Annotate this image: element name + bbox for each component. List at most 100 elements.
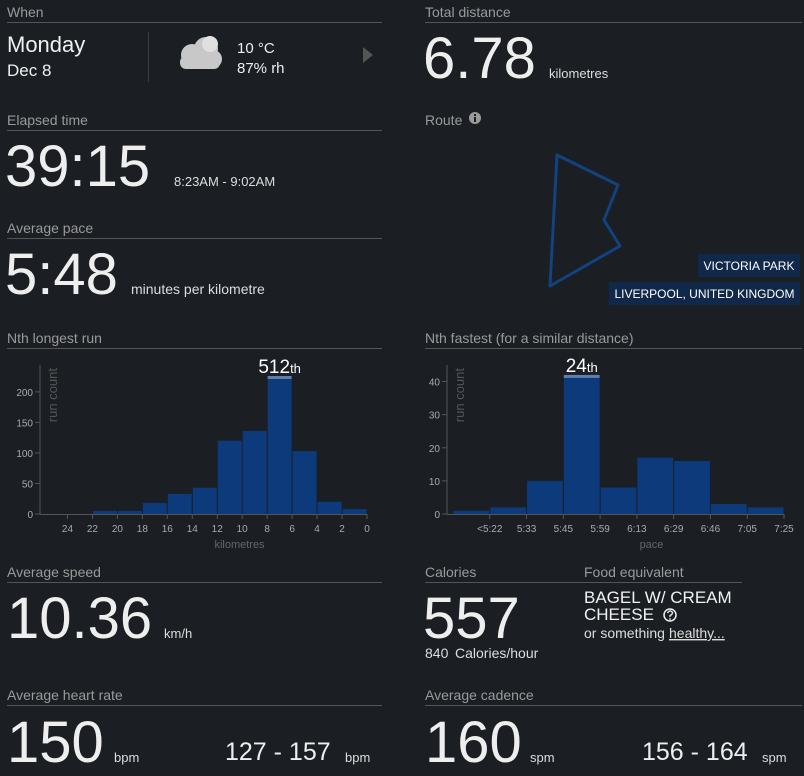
x-tick-label: 0 [364,524,370,535]
rank-number: 24 [566,356,588,377]
y-axis-label: run count [45,368,60,423]
date: Dec 8 [7,61,51,80]
section-label: Average speed [7,564,101,580]
x-tick-label: 5:45 [554,524,574,535]
tag-bg [609,282,800,305]
calories-rate: 840 [425,645,449,661]
bar [267,375,292,514]
x-tick-label: 7:05 [737,524,757,535]
x-tick-label: 22 [87,524,99,535]
bar [242,430,267,514]
location-tag: LIVERPOOL, UNITED KINGDOM [614,287,794,301]
route-path [548,153,622,288]
day: Monday [7,32,85,57]
x-tick-label: 24 [62,524,74,535]
x-tick-label: 20 [112,524,124,535]
section-label: Total distance [425,4,511,20]
x-tick-label: 6:13 [627,524,647,535]
x-tick-label: <5:22 [477,524,503,535]
x-tick-label: 5:59 [590,524,610,535]
y-tick-label: 0 [27,510,33,521]
y-tick-label: 150 [16,418,33,429]
calories-value: 557 [423,586,520,651]
cloud-icon [180,36,222,69]
x-tick-label: 16 [162,524,174,535]
distance-unit: kilometres [549,66,609,81]
x-tick-label: 8 [264,524,270,535]
bar [490,507,527,514]
distance-value: 6.78 [423,26,536,91]
cadence-unit: spm [530,750,555,765]
y-tick-label: 200 [16,388,33,399]
section-label: Elapsed time [7,112,88,128]
bar [292,451,317,514]
pace-value: 5:48 [5,242,118,307]
rank-suffix: th [587,360,598,375]
chart-title: Nth fastest (for a similar distance) [425,330,634,346]
bar-highlight [563,374,600,378]
next-arrow[interactable] [363,47,373,63]
x-tick-label: 4 [314,524,320,535]
humidity: 87% rh [237,60,285,77]
y-tick-label: 100 [16,449,33,460]
section-label: When [7,4,44,20]
bar [142,503,167,514]
bar [192,487,217,514]
y-axis-label: run count [452,368,467,423]
speed-unit: km/h [164,626,192,641]
y-tick-label: 30 [429,411,441,422]
heart-value: 150 [7,710,104,775]
bar [747,507,784,514]
bar [92,510,117,514]
bar [527,480,563,514]
calories-rate-unit: Calories/hour [455,645,539,661]
x-tick-label: 6:46 [701,524,721,535]
x-axis-label: pace [640,539,664,551]
section-label: Food equivalent [584,564,684,580]
cadence-range: 156 - 164 [642,738,748,766]
x-tick-label: 5:33 [517,524,537,535]
x-tick-label: 12 [212,524,224,535]
bar [637,457,674,514]
y-tick-label: 10 [429,477,441,488]
food-name: BAGEL W/ CREAM CHEESE [584,588,732,624]
x-tick-label: 14 [187,524,199,535]
info-icon[interactable] [469,112,481,124]
bar [453,510,490,514]
temperature: 10 °C [237,40,275,57]
food-note: or something [584,625,665,641]
time-range: 8:23AM - 9:02AM [174,174,275,189]
rank-number: 512 [258,357,290,378]
y-tick-label: 20 [429,444,441,455]
x-tick-label: 10 [237,524,249,535]
cadence-value: 160 [425,710,522,775]
rank-label: 24th [566,356,598,377]
heart-range: 127 - 157 [225,738,331,766]
bar [674,461,710,514]
x-axis-label: kilometres [214,539,265,551]
bar [563,374,600,514]
section-label: Average cadence [425,687,534,703]
cadence-range-unit: spm [762,750,787,765]
park-tag: VICTORIA PARK [704,259,795,273]
chart-title: Nth longest run [7,330,102,346]
elapsed-value: 39:15 [5,134,150,199]
y-tick-label: 0 [434,510,440,521]
x-tick-label: 6:29 [664,524,684,535]
healthy-link[interactable]: healthy... [669,625,725,641]
x-tick-label: 18 [137,524,149,535]
help-icon[interactable] [663,608,677,622]
bar [317,501,342,514]
rank-suffix: th [290,361,301,376]
bar [117,510,142,514]
rank-label: 512th [258,357,301,378]
bar-highlight [267,375,292,379]
bar [600,487,637,514]
section-label: Average heart rate [7,687,123,703]
heart-unit: bpm [114,750,139,765]
section-label: Calories [425,564,476,580]
section-label: Route [425,112,463,128]
section-label: Average pace [7,220,93,236]
